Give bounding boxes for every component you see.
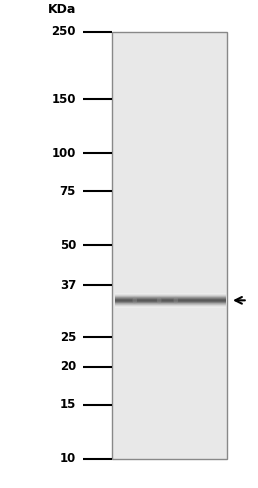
Text: 15: 15 (60, 398, 76, 411)
Text: 20: 20 (60, 360, 76, 373)
Text: 75: 75 (60, 185, 76, 198)
Text: 250: 250 (52, 25, 76, 38)
Bar (112, 32, 227, 459)
Ellipse shape (173, 297, 178, 304)
Text: KDa: KDa (48, 3, 76, 16)
Text: 25: 25 (60, 331, 76, 344)
Text: 37: 37 (60, 279, 76, 292)
Text: 100: 100 (52, 147, 76, 160)
Ellipse shape (132, 297, 137, 304)
Text: 150: 150 (52, 93, 76, 106)
Text: 10: 10 (60, 452, 76, 465)
Text: 50: 50 (60, 239, 76, 252)
Ellipse shape (157, 297, 162, 304)
